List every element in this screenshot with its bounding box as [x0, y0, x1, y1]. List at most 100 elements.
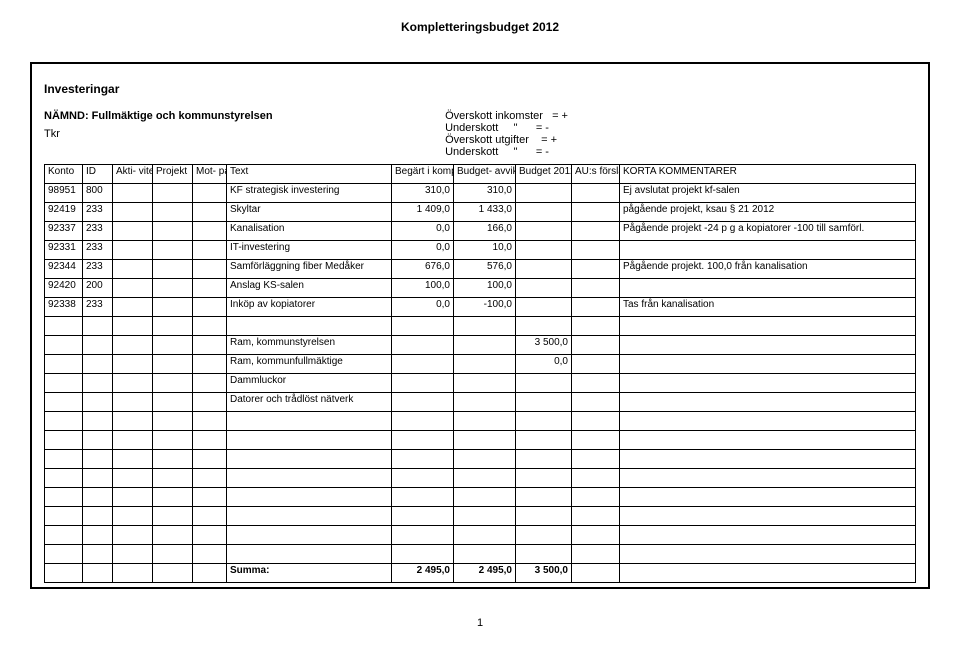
cell-kom	[620, 450, 916, 469]
legend: Överskott inkomster = + Underskott " = -…	[445, 110, 707, 158]
cell-mot	[193, 279, 227, 298]
cell-akt	[113, 317, 153, 336]
cell-au	[572, 450, 620, 469]
cell-au	[572, 431, 620, 450]
cell-akt	[113, 469, 153, 488]
cell-akt	[113, 203, 153, 222]
cell-text: Inköp av kopiatorer	[227, 298, 392, 317]
col-budgetavv: Budget- avvikelse 2011	[454, 165, 516, 184]
cell-kom	[620, 374, 916, 393]
table-row: 92420200Anslag KS-salen100,0100,0	[45, 279, 916, 298]
cell-akt	[113, 393, 153, 412]
cell-id: 233	[83, 203, 113, 222]
cell-kom	[620, 355, 916, 374]
budget-table: Konto ID Akti- vitet Projekt Mot- part T…	[44, 164, 916, 583]
cell-mot	[193, 241, 227, 260]
cell-bav	[454, 374, 516, 393]
cell-begart: 0,0	[392, 222, 454, 241]
sum-begart: 2 495,0	[392, 564, 454, 583]
cell-bav	[454, 450, 516, 469]
cell-mot	[193, 488, 227, 507]
cell-id	[83, 336, 113, 355]
cell-bav	[454, 336, 516, 355]
cell-bud	[516, 260, 572, 279]
cell-proj	[153, 545, 193, 564]
cell-begart: 676,0	[392, 260, 454, 279]
cell-begart	[392, 355, 454, 374]
cell-akt	[113, 260, 153, 279]
cell-bud	[516, 431, 572, 450]
cell-au	[572, 412, 620, 431]
cell-proj	[153, 488, 193, 507]
cell-begart	[392, 374, 454, 393]
cell-kom: Ej avslutat projekt kf-salen	[620, 184, 916, 203]
cell-mot	[193, 431, 227, 450]
cell-konto	[45, 412, 83, 431]
cell-begart: 1 409,0	[392, 203, 454, 222]
cell-konto	[45, 336, 83, 355]
cell-akt	[113, 336, 153, 355]
cell-id: 233	[83, 241, 113, 260]
cell-text: Samförläggning fiber Medåker	[227, 260, 392, 279]
cell-bav: 310,0	[454, 184, 516, 203]
header-row: Konto ID Akti- vitet Projekt Mot- part T…	[45, 165, 916, 184]
cell-au	[572, 279, 620, 298]
table-row: Dammluckor	[45, 374, 916, 393]
cell-konto: 92419	[45, 203, 83, 222]
cell-akt	[113, 545, 153, 564]
cell-text: Anslag KS-salen	[227, 279, 392, 298]
cell-bav	[454, 526, 516, 545]
cell-mot	[193, 203, 227, 222]
cell-konto	[45, 393, 83, 412]
cell-begart: 0,0	[392, 241, 454, 260]
cell-akt	[113, 279, 153, 298]
cell-mot	[193, 374, 227, 393]
cell-text: Ram, kommunstyrelsen	[227, 336, 392, 355]
cell-bav	[454, 469, 516, 488]
cell-id: 200	[83, 279, 113, 298]
cell-au	[572, 526, 620, 545]
cell-kom	[620, 279, 916, 298]
header-block: NÄMND: Fullmäktige och kommunstyrelsen T…	[44, 110, 916, 158]
cell-begart: 100,0	[392, 279, 454, 298]
cell-mot	[193, 393, 227, 412]
cell-text	[227, 469, 392, 488]
cell-akt	[113, 507, 153, 526]
col-motpart: Mot- part	[193, 165, 227, 184]
cell-akt	[113, 431, 153, 450]
table-row: Ram, kommunfullmäktige0,0	[45, 355, 916, 374]
cell-begart	[392, 507, 454, 526]
cell-mot	[193, 317, 227, 336]
cell-begart	[392, 469, 454, 488]
page-number: 1	[30, 617, 930, 629]
cell-akt	[113, 222, 153, 241]
cell-kom: Pågående projekt -24 p g a kopiatorer -1…	[620, 222, 916, 241]
cell-bav: -100,0	[454, 298, 516, 317]
cell-au	[572, 317, 620, 336]
cell-proj	[153, 374, 193, 393]
table-row	[45, 431, 916, 450]
cell-bud	[516, 298, 572, 317]
cell-konto: 92420	[45, 279, 83, 298]
cell-bav: 166,0	[454, 222, 516, 241]
cell-bav	[454, 355, 516, 374]
cell-proj	[153, 222, 193, 241]
cell-konto	[45, 507, 83, 526]
cell-au	[572, 469, 620, 488]
cell-begart	[392, 450, 454, 469]
cell-au	[572, 184, 620, 203]
cell-akt	[113, 412, 153, 431]
cell-konto	[45, 374, 83, 393]
cell-bud: 3 500,0	[516, 336, 572, 355]
cell-begart	[392, 412, 454, 431]
cell-bav	[454, 412, 516, 431]
cell-id	[83, 488, 113, 507]
cell-akt	[113, 184, 153, 203]
cell-bud	[516, 317, 572, 336]
cell-mot	[193, 222, 227, 241]
cell-text	[227, 507, 392, 526]
cell-mot	[193, 507, 227, 526]
cell-kom	[620, 336, 916, 355]
cell-konto	[45, 526, 83, 545]
cell-begart	[392, 545, 454, 564]
